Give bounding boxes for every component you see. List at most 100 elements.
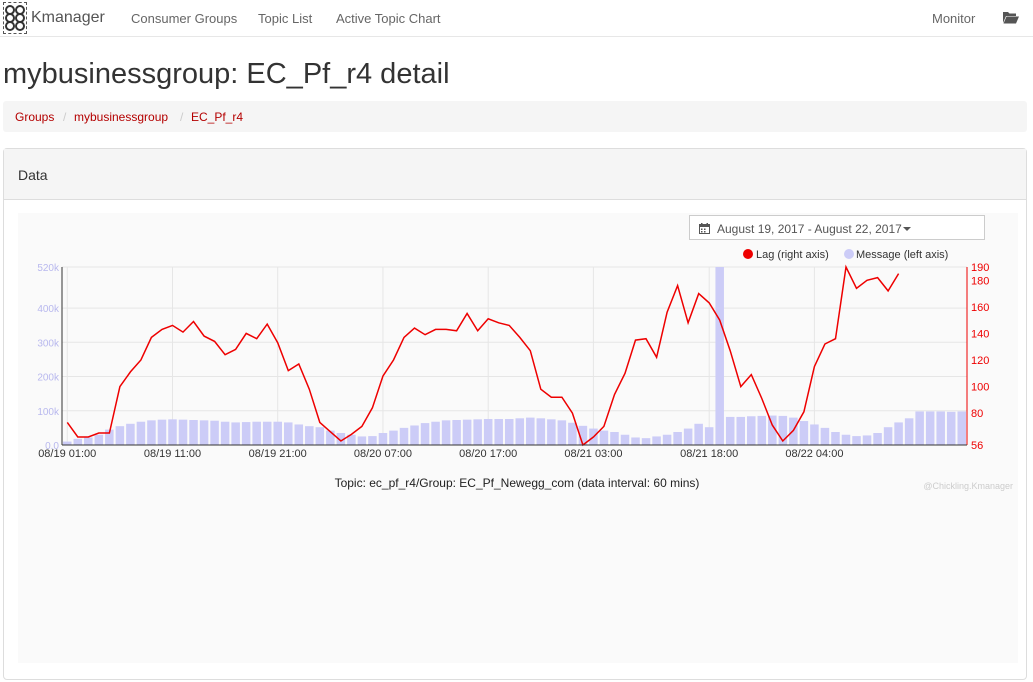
chart-caption: Topic: ec_pf_r4/Group: EC_Pf_Newegg_com … <box>335 476 700 490</box>
right-tick-label: 56 <box>971 440 983 452</box>
message-bar <box>620 434 630 445</box>
message-bar <box>957 411 966 445</box>
panel-title: Data <box>18 167 48 183</box>
message-bar <box>115 426 125 445</box>
message-bar <box>147 420 156 445</box>
nav-monitor[interactable]: Monitor <box>932 11 976 26</box>
message-bar <box>599 430 609 445</box>
message-bar <box>515 418 525 445</box>
message-bar <box>641 438 651 445</box>
message-bar <box>399 427 409 445</box>
x-tick-label: 08/20 17:00 <box>459 448 517 460</box>
message-bar <box>904 418 914 445</box>
message-bar <box>73 438 83 445</box>
message-bar <box>220 421 230 445</box>
brand-name[interactable]: Kmanager <box>31 9 105 26</box>
message-bar <box>704 427 714 445</box>
right-tick-label: 100 <box>971 382 989 394</box>
message-bar <box>210 420 219 445</box>
message-bar <box>157 419 167 445</box>
message-bar <box>694 423 703 445</box>
message-bar <box>410 425 419 445</box>
nav-topic-list[interactable]: Topic List <box>258 11 313 26</box>
chart-watermark: @Chickling.Kmanager <box>923 481 1013 491</box>
message-bar <box>273 421 282 445</box>
right-tick-label: 190 <box>971 262 989 274</box>
breadcrumb-topic[interactable]: EC_Pf_r4 <box>191 110 244 124</box>
message-bar <box>946 411 956 445</box>
nav-consumer-groups[interactable]: Consumer Groups <box>131 11 238 26</box>
left-tick-label: 520k <box>37 263 60 274</box>
page-title: mybusinessgroup: EC_Pf_r4 detail <box>3 58 450 90</box>
message-bar <box>252 421 261 445</box>
legend-message-label: Message (left axis) <box>856 249 948 261</box>
x-tick-label: 08/19 11:00 <box>144 448 201 460</box>
message-bar <box>683 428 693 445</box>
date-range-picker[interactable]: August 19, 2017 - August 22, 2017 <box>689 215 985 240</box>
breadcrumb-group[interactable]: mybusinessgroup <box>74 110 169 124</box>
message-bar <box>189 420 198 445</box>
x-tick-label: 08/19 21:00 <box>249 448 307 460</box>
message-bar <box>568 422 577 445</box>
right-tick-label: 140 <box>971 328 989 340</box>
message-bar <box>378 433 388 445</box>
message-bar <box>494 418 503 445</box>
message-bar <box>557 420 567 445</box>
message-bar <box>94 434 104 445</box>
left-tick-label: 200k <box>37 373 60 384</box>
message-bar <box>778 415 788 445</box>
message-bar <box>610 431 619 445</box>
message-bar <box>305 426 314 445</box>
left-tick-label: 0.0 <box>45 441 59 452</box>
message-bar <box>873 433 882 445</box>
message-bar <box>747 416 756 445</box>
message-bar <box>820 427 830 445</box>
message-bar <box>231 422 240 445</box>
message-bar <box>389 430 398 445</box>
breadcrumb-separator: / <box>63 110 67 124</box>
message-bar <box>262 421 272 445</box>
kmanager-logo[interactable] <box>3 2 27 34</box>
right-tick-label: 160 <box>971 302 989 314</box>
message-bar <box>673 431 682 445</box>
message-bar <box>357 436 367 445</box>
message-bar <box>336 433 346 445</box>
message-bar <box>420 423 430 445</box>
message-bar <box>241 422 251 445</box>
message-bar <box>894 422 903 445</box>
message-bar <box>347 434 356 445</box>
folder-open-icon[interactable] <box>1003 11 1019 24</box>
message-bar <box>768 415 777 445</box>
lag-line <box>66 264 900 447</box>
nav-active-topic-chart[interactable]: Active Topic Chart <box>336 11 441 26</box>
message-bar <box>315 427 325 445</box>
breadcrumb-separator: / <box>180 110 184 124</box>
message-bar <box>136 421 146 445</box>
right-tick-label: 120 <box>971 355 989 367</box>
navbar: Kmanager Consumer Groups Topic List Acti… <box>0 0 1033 37</box>
message-bar <box>757 415 767 445</box>
x-tick-label: 08/21 03:00 <box>564 448 622 460</box>
message-bar <box>631 437 640 445</box>
message-bar <box>725 416 735 445</box>
message-bar <box>441 420 451 445</box>
message-bar <box>326 430 335 445</box>
message-bar <box>168 419 177 445</box>
x-tick-label: 08/19 01:00 <box>38 448 96 460</box>
legend-message-marker <box>844 249 854 259</box>
message-bar <box>84 437 93 445</box>
legend-lag-marker <box>743 249 753 259</box>
legend-lag-label: Lag (right axis) <box>756 249 829 261</box>
breadcrumb-groups[interactable]: Groups <box>15 110 55 124</box>
message-bar <box>536 418 546 445</box>
right-tick-label: 80 <box>971 408 983 420</box>
panel-heading: Data <box>4 149 1026 200</box>
message-bar <box>578 425 588 445</box>
caret-down-icon <box>903 227 911 231</box>
date-range-label: August 19, 2017 - August 22, 2017 <box>717 222 902 236</box>
message-bar <box>178 419 188 445</box>
breadcrumb: Groups / mybusinessgroup / EC_Pf_r4 <box>3 101 1027 132</box>
message-bar <box>294 424 304 445</box>
message-bar <box>63 441 72 445</box>
